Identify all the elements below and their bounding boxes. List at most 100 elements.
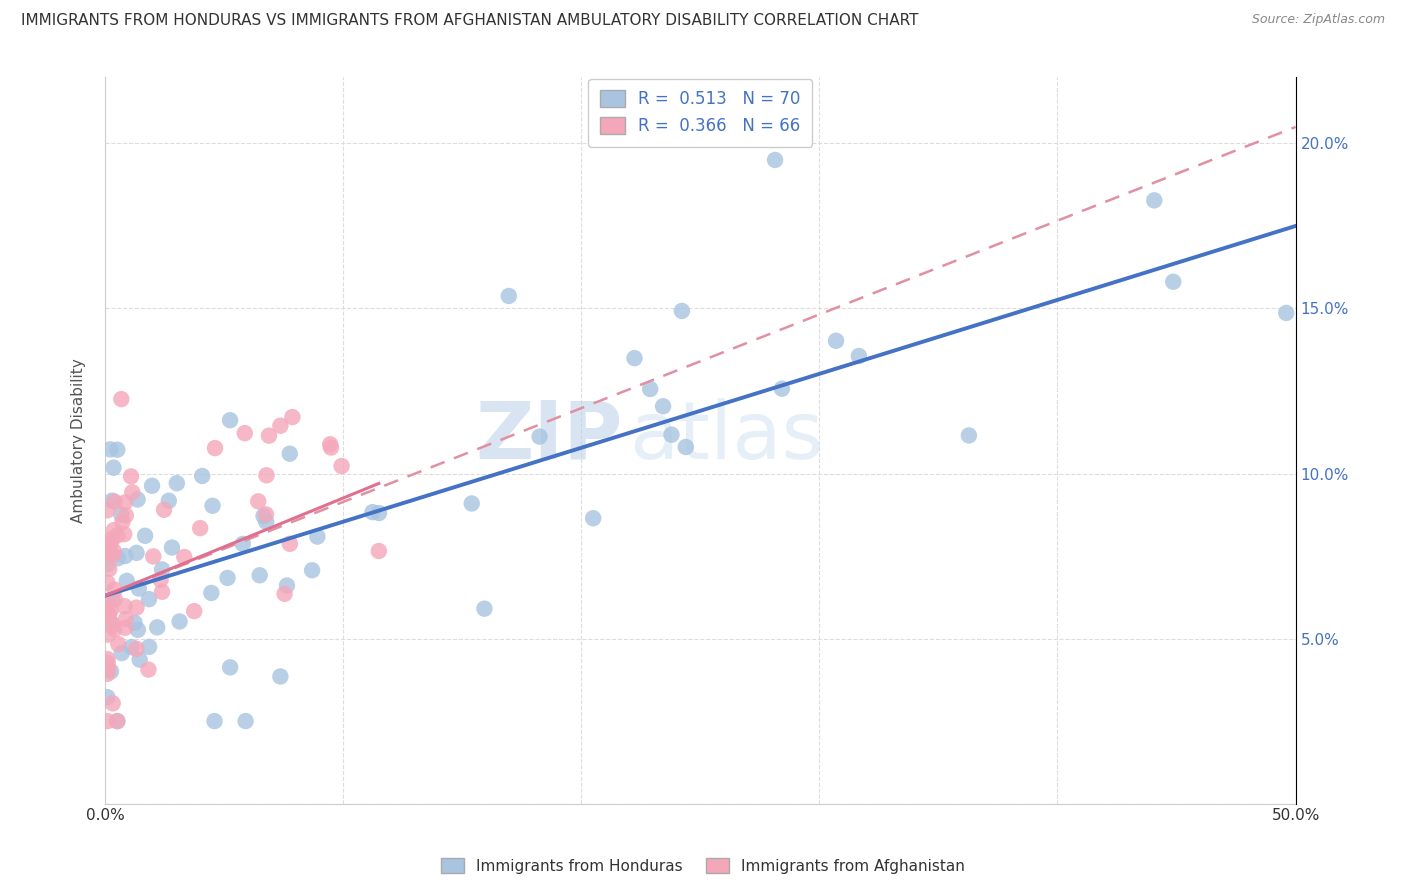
- Point: [276, 578, 298, 592]
- Point: [319, 437, 342, 451]
- Point: [100, 615, 122, 630]
- Point: [96, 666, 118, 681]
- Point: [124, 615, 146, 630]
- Point: [235, 714, 257, 728]
- Point: [957, 428, 980, 442]
- Point: [127, 492, 149, 507]
- Point: [101, 493, 124, 508]
- Text: atlas: atlas: [628, 398, 824, 476]
- Point: [273, 587, 295, 601]
- Point: [623, 351, 645, 366]
- Point: [101, 549, 124, 563]
- Point: [169, 615, 191, 629]
- Point: [307, 530, 329, 544]
- Point: [247, 494, 270, 508]
- Point: [150, 584, 173, 599]
- Point: [254, 515, 277, 529]
- Point: [330, 458, 353, 473]
- Point: [96, 541, 118, 555]
- Text: IMMIGRANTS FROM HONDURAS VS IMMIGRANTS FROM AFGHANISTAN AMBULATORY DISABILITY CO: IMMIGRANTS FROM HONDURAS VS IMMIGRANTS F…: [21, 13, 918, 29]
- Point: [105, 528, 128, 542]
- Point: [150, 562, 173, 576]
- Point: [125, 546, 148, 560]
- Point: [191, 469, 214, 483]
- Point: [96, 503, 118, 517]
- Point: [97, 627, 120, 641]
- Point: [146, 620, 169, 634]
- Point: [121, 640, 143, 654]
- Point: [97, 544, 120, 558]
- Point: [461, 496, 484, 510]
- Point: [96, 606, 118, 620]
- Point: [233, 426, 256, 441]
- Point: [138, 663, 160, 677]
- Point: [100, 603, 122, 617]
- Point: [98, 442, 121, 457]
- Point: [770, 382, 793, 396]
- Point: [166, 476, 188, 491]
- Point: [138, 640, 160, 654]
- Point: [367, 544, 389, 558]
- Point: [254, 508, 277, 522]
- Point: [149, 573, 172, 587]
- Point: [1161, 275, 1184, 289]
- Legend: Immigrants from Honduras, Immigrants from Afghanistan: Immigrants from Honduras, Immigrants fro…: [434, 852, 972, 880]
- Point: [204, 714, 226, 728]
- Point: [103, 623, 125, 637]
- Point: [105, 714, 128, 728]
- Point: [96, 540, 118, 554]
- Point: [582, 511, 605, 525]
- Point: [100, 535, 122, 549]
- Point: [361, 505, 384, 519]
- Point: [652, 399, 675, 413]
- Point: [120, 469, 142, 483]
- Point: [1275, 306, 1298, 320]
- Point: [183, 604, 205, 618]
- Point: [100, 532, 122, 546]
- Point: [675, 440, 697, 454]
- Point: [661, 427, 683, 442]
- Point: [188, 521, 211, 535]
- Point: [142, 549, 165, 564]
- Point: [201, 499, 224, 513]
- Point: [96, 652, 118, 666]
- Point: [252, 509, 274, 524]
- Point: [96, 690, 118, 705]
- Text: ZIP: ZIP: [475, 398, 623, 476]
- Point: [153, 503, 176, 517]
- Point: [200, 586, 222, 600]
- Point: [103, 460, 125, 475]
- Point: [134, 529, 156, 543]
- Point: [114, 495, 136, 509]
- Point: [104, 494, 127, 508]
- Point: [219, 660, 242, 674]
- Point: [96, 602, 118, 616]
- Point: [498, 289, 520, 303]
- Point: [103, 582, 125, 597]
- Point: [103, 544, 125, 558]
- Point: [128, 582, 150, 596]
- Point: [114, 508, 136, 523]
- Point: [671, 304, 693, 318]
- Point: [105, 714, 128, 728]
- Point: [115, 612, 138, 626]
- Point: [160, 541, 183, 555]
- Point: [114, 549, 136, 563]
- Point: [257, 428, 280, 442]
- Point: [232, 537, 254, 551]
- Point: [114, 599, 136, 614]
- Point: [96, 558, 118, 572]
- Point: [474, 601, 496, 615]
- Point: [114, 621, 136, 635]
- Point: [110, 508, 132, 522]
- Point: [125, 641, 148, 656]
- Point: [111, 515, 134, 529]
- Legend: R =  0.513   N = 70, R =  0.366   N = 66: R = 0.513 N = 70, R = 0.366 N = 66: [588, 78, 813, 146]
- Point: [96, 597, 118, 611]
- Point: [103, 523, 125, 537]
- Point: [96, 575, 118, 590]
- Point: [101, 618, 124, 632]
- Point: [105, 442, 128, 457]
- Point: [97, 662, 120, 676]
- Point: [278, 537, 301, 551]
